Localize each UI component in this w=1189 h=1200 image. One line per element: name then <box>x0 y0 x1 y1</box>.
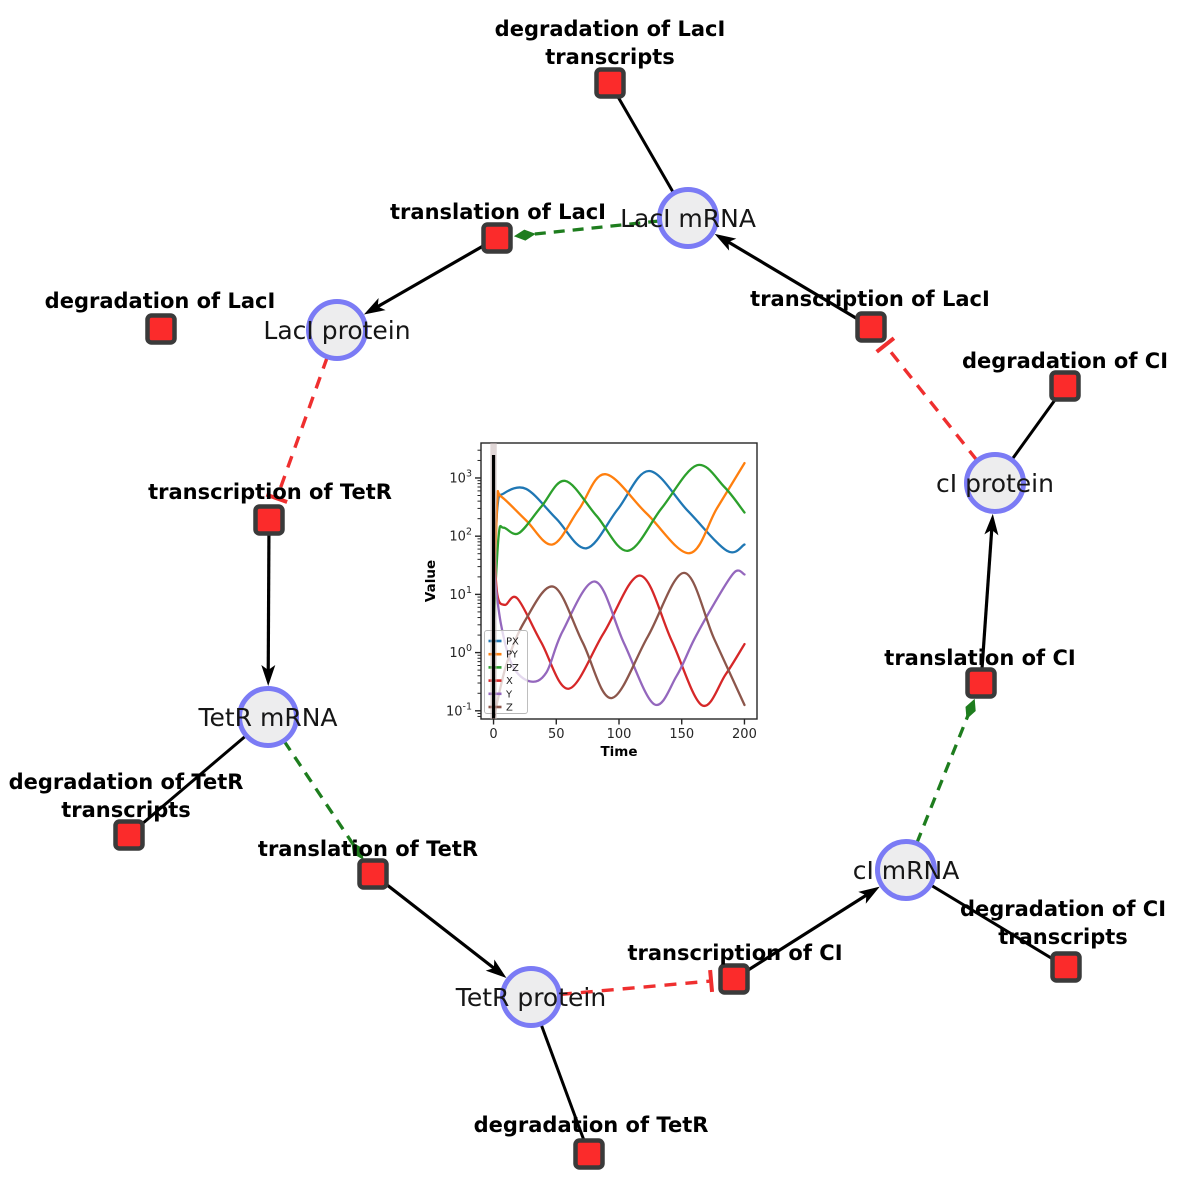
arrowhead-icon <box>485 959 507 978</box>
chart-series-layer <box>492 461 746 719</box>
reaction-node-deg_tetr <box>573 1138 605 1170</box>
reaction-node-deg_laci_tx <box>594 67 626 99</box>
reaction-node-transl_tetr <box>357 858 389 890</box>
species-label-tetr_mrna: TetR mRNA <box>197 703 337 732</box>
series-line-X <box>492 535 746 708</box>
reaction-node-deg_ci_tx <box>1050 951 1082 983</box>
edge-ci_mrna-transl_ci-modifier <box>915 698 976 844</box>
reaction-label-deg_laci: degradation of LacI <box>45 289 276 313</box>
series-line-PY <box>492 461 746 614</box>
reaction-node-deg_ci <box>1049 370 1081 402</box>
species-label-ci_mrna: cI mRNA <box>853 856 960 885</box>
edge-laci_protein-txn_tetr-inhibition <box>265 356 329 504</box>
edge-txn_tetr-tetr_mrna-arrow <box>261 519 276 686</box>
labels-layer: LacI mRNA LacI protein cI protein TetR mRNA… <box>9 17 1168 1137</box>
arrowhead-icon <box>858 886 880 904</box>
legend-label-PY: PY <box>506 650 519 661</box>
y-axis-title: Value <box>423 560 439 602</box>
edge-transl_laci-laci_protein-arrow <box>363 236 498 315</box>
species-node-ci_protein <box>964 452 1026 514</box>
edge-txn_laci-laci_mrna-arrow <box>714 233 872 329</box>
species-node-laci_protein <box>306 299 368 361</box>
reaction-label-txn_tetr: transcription of TetR <box>148 480 392 504</box>
edge-ci_protein-txn_laci-inhibition <box>875 336 979 462</box>
edge-tetr_mrna-transl_tetr-modifier <box>282 740 364 860</box>
reaction-label-deg_tetr: degradation of TetR <box>474 1113 709 1137</box>
arrowhead-icon <box>261 665 276 686</box>
legend-label-X: X <box>506 676 513 687</box>
reaction-node-transl_ci <box>965 667 997 699</box>
species-node-tetr_mrna <box>237 686 299 748</box>
x-tick-label: 150 <box>669 727 694 742</box>
x-tick-label: 200 <box>732 727 757 742</box>
arrowhead-icon <box>714 233 737 251</box>
species-node-tetr_protein <box>500 966 562 1028</box>
edge-tetr_protein-txn_ci-inhibition <box>559 969 715 997</box>
reaction-label-deg_ci_tx: degradation of CI transcripts <box>960 897 1166 949</box>
reaction-node-transl_laci <box>481 222 513 254</box>
x-axis-title: Time <box>600 744 637 760</box>
reaction-node-deg_laci <box>145 313 177 345</box>
x-tick-label: 50 <box>548 727 565 742</box>
inhibition-tbar-icon <box>708 969 715 993</box>
species-label-laci_protein: LacI protein <box>263 316 410 345</box>
series-line-PZ <box>492 463 746 626</box>
species-label-tetr_protein: TetR protein <box>455 983 606 1012</box>
legend-label-Y: Y <box>505 689 513 700</box>
species-label-ci_protein: cI protein <box>936 469 1054 498</box>
x-tick-label: 0 <box>489 727 497 742</box>
reaction-label-txn_laci: transcription of LacI <box>750 287 990 311</box>
legend-label-PZ: PZ <box>506 663 519 674</box>
edge-ci_mrna-deg_ci_tx-plain <box>905 868 1067 969</box>
reaction-node-txn_laci <box>855 311 887 343</box>
inhibition-tbar-icon <box>265 492 288 504</box>
reaction-label-deg_ci: degradation of CI <box>962 349 1168 373</box>
species-node-laci_mrna <box>657 187 719 249</box>
modifier-diamond-icon <box>965 698 976 720</box>
x-tick-label: 100 <box>607 727 632 742</box>
reaction-label-txn_ci: transcription of CI <box>627 941 842 965</box>
modifier-diamond-icon <box>513 229 536 241</box>
edge-txn_ci-ci_mrna-arrow <box>733 886 880 981</box>
inhibition-tbar-icon <box>875 336 896 354</box>
reaction-label-deg_tetr_tx: degradation of TetR transcripts <box>9 770 244 822</box>
edges-layer <box>128 82 1067 1155</box>
modifier-diamond-icon <box>351 841 364 860</box>
arrowhead-icon <box>984 513 999 536</box>
reaction-label-transl_laci: translation of LacI <box>390 200 606 224</box>
reaction-label-transl_tetr: translation of TetR <box>258 837 478 861</box>
arrowhead-icon <box>363 298 386 315</box>
species-label-laci_mrna: LacI mRNA <box>620 204 756 233</box>
nodes-layer <box>113 67 1082 1170</box>
reaction-label-transl_ci: translation of CI <box>884 646 1075 670</box>
reaction-node-txn_ci <box>718 963 750 995</box>
reaction-node-deg_tetr_tx <box>113 819 145 851</box>
legend-label-Z: Z <box>506 703 513 714</box>
reaction-label-deg_laci_tx: degradation of LacI transcripts <box>495 17 726 69</box>
edge-laci_mrna-transl_laci-modifier <box>513 219 660 241</box>
reaction-node-txn_tetr <box>253 504 285 536</box>
legend-label-PX: PX <box>506 637 519 648</box>
edge-transl_tetr-tetr_protein-arrow <box>372 872 507 978</box>
edge-transl_ci-ci_protein-arrow <box>979 513 999 684</box>
species-node-ci_mrna <box>875 839 937 901</box>
